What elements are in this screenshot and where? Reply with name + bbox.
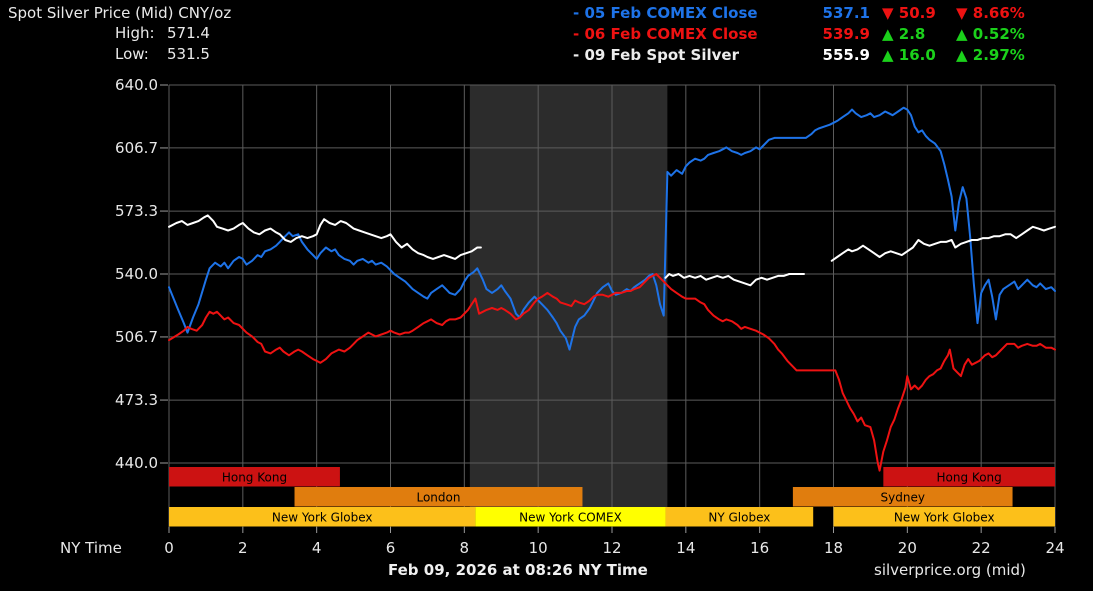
series-line-06-feb-comex-close [168, 273, 1056, 472]
x-axis-title: NY Time [60, 539, 122, 557]
legend-row-1: - 06 Feb COMEX Close 539.9 ▲ 2.8 ▲ 0.52% [0, 25, 1093, 46]
low-row: Low: 531.5 [115, 45, 210, 63]
y-tick-label-606.7: 606.7 [115, 138, 158, 157]
x-tick-label-20: 20 [897, 539, 917, 557]
session-bar-label: New York Globex [272, 511, 373, 525]
x-tick-label-4: 4 [311, 539, 322, 557]
page-title: Spot Silver Price (Mid) CNY/oz [8, 4, 232, 22]
legend-series-label: - 05 Feb COMEX Close [573, 4, 758, 22]
high-label: High: [115, 24, 155, 42]
x-tick-label-0: 0 [164, 539, 174, 557]
session-bar-ny-globex [665, 507, 814, 527]
legend-series-value: 555.9 [822, 46, 870, 64]
x-tick-label-6: 6 [385, 539, 396, 557]
session-bar-sydney [792, 487, 1013, 507]
session-bar-label: NY Globex [708, 511, 770, 525]
session-bar-new-york-globex [833, 507, 1055, 527]
legend-series-change: ▲ 2.8 [882, 25, 926, 43]
legend-row-0: - 05 Feb COMEX Close 537.1 ▼ 50.9 ▼ 8.66% [0, 4, 1093, 25]
x-tick-label-18: 18 [823, 539, 844, 557]
session-bar-new-york-globex [169, 507, 476, 527]
legend-series-change-pct: ▲ 0.52% [956, 25, 1025, 43]
y-tick-label-506.7: 506.7 [115, 327, 158, 346]
x-tick-label-16: 16 [750, 539, 770, 557]
session-bar-hong-kong [883, 467, 1055, 487]
x-tick-label-24: 24 [1045, 539, 1065, 557]
session-bar-label: New York Globex [894, 511, 995, 525]
high-row: High: 571.4 [115, 24, 210, 42]
legend-series-label: - 09 Feb Spot Silver [573, 46, 739, 64]
x-tick-label-8: 8 [459, 539, 470, 557]
session-bar-label: London [416, 491, 460, 505]
high-value: 571.4 [167, 24, 210, 42]
low-label: Low: [115, 45, 149, 63]
legend-series-change: ▼ 50.9 [882, 4, 936, 22]
session-bar-label: Sydney [881, 491, 925, 505]
session-bar-label: Hong Kong [937, 471, 1002, 485]
session-bar-london [294, 487, 583, 507]
series-line-09-feb-spot-silver [664, 273, 805, 287]
low-value: 531.5 [167, 45, 210, 63]
legend-series-change-pct: ▼ 8.66% [956, 4, 1025, 22]
chart-timestamp: Feb 09, 2026 at 08:26 NY Time [388, 561, 648, 579]
x-tick-label-14: 14 [676, 539, 696, 557]
y-tick-label-573.3: 573.3 [115, 202, 158, 221]
y-tick-label-440.0: 440.0 [115, 454, 158, 472]
y-tick-label-640.0: 640.0 [115, 76, 158, 94]
x-tick-label-12: 12 [602, 539, 622, 557]
x-tick-label-10: 10 [528, 539, 548, 557]
comex-session-band [469, 85, 668, 508]
series-line-09-feb-spot-silver [830, 225, 1056, 262]
legend-series-value: 539.9 [822, 25, 870, 43]
y-tick-label-473.3: 473.3 [115, 391, 158, 410]
legend-series-value: 537.1 [822, 4, 870, 22]
legend-series-label: - 06 Feb COMEX Close [573, 25, 758, 43]
y-tick-label-540.0: 540.0 [115, 265, 158, 283]
session-bar-label: Hong Kong [222, 471, 287, 485]
legend-row-2: - 09 Feb Spot Silver 555.9 ▲ 16.0 ▲ 2.97% [0, 46, 1093, 67]
x-tick-label-2: 2 [238, 539, 248, 557]
series-line-09-feb-spot-silver [168, 214, 482, 260]
session-bar-label: New York COMEX [519, 511, 622, 525]
legend-series-change: ▲ 16.0 [882, 46, 936, 64]
session-bar-hong-kong [169, 467, 340, 487]
session-bar-new-york-comex [475, 507, 666, 527]
x-tick-label-22: 22 [971, 539, 991, 557]
source-attribution: silverprice.org (mid) [874, 561, 1026, 579]
legend-series-change-pct: ▲ 2.97% [956, 46, 1025, 64]
